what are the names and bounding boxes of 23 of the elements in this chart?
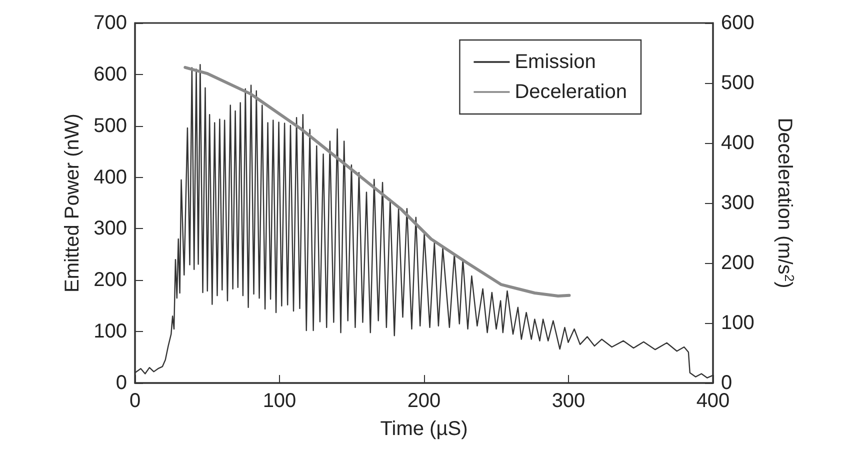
x-tick-label: 0 — [129, 390, 141, 412]
y2-axis-title: Deceleration (m/s2) — [774, 118, 797, 288]
y2-tick-label: 600 — [721, 12, 754, 34]
y2-tick-label: 200 — [721, 252, 754, 274]
x-axis-title: Time (µS) — [380, 418, 468, 440]
y-tick-label: 300 — [94, 218, 127, 240]
y-tick-label: 200 — [94, 269, 127, 292]
y-tick-label: 500 — [94, 114, 127, 137]
x-tick-label: 300 — [552, 390, 586, 412]
y-axis-title: Emitted Power (nW) — [62, 114, 84, 292]
y2-tick-label: 500 — [721, 72, 754, 94]
y-tick-label: 400 — [94, 166, 127, 188]
y2-tick-label: 300 — [721, 192, 754, 214]
y2-tick-label: 400 — [721, 132, 754, 154]
y-tick-label: 100 — [94, 320, 127, 343]
y-tick-label: 600 — [94, 63, 127, 86]
y-tick-label: 700 — [94, 12, 127, 34]
x-tick-label: 100 — [262, 390, 296, 412]
x-tick-label: 200 — [407, 390, 441, 412]
legend-label: Deceleration — [514, 81, 628, 103]
y-tick-label: 0 — [116, 372, 127, 394]
y2-tick-label: 100 — [721, 312, 754, 334]
legend-label: Emission — [514, 51, 596, 73]
